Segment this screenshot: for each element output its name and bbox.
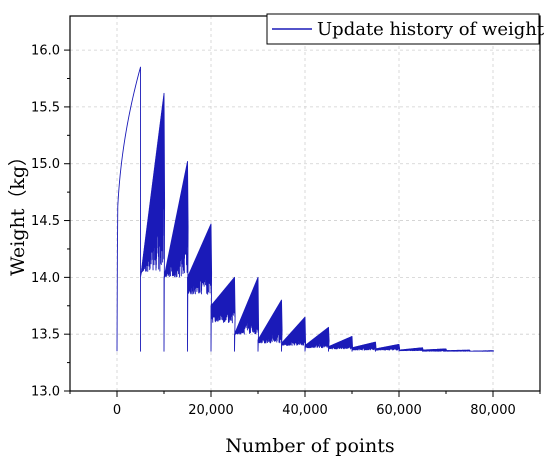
legend-box <box>266 13 540 45</box>
legend-label: Update history of weight <box>317 19 545 40</box>
y-axis-title: Weight（kg） <box>7 147 29 276</box>
x-axis-title: Number of points <box>225 435 394 457</box>
y-tick-label: 13.0 <box>31 385 60 400</box>
x-tick-label: 40,000 <box>282 403 328 418</box>
y-tick-label: 13.5 <box>31 328 60 343</box>
series-line-weight <box>116 66 495 352</box>
x-tick-label: 80,000 <box>470 403 516 418</box>
y-tick-label: 15.5 <box>31 100 60 115</box>
series-layer <box>116 66 495 352</box>
x-tick-label: 0 <box>113 403 121 418</box>
axis-ticks <box>64 49 541 397</box>
legend: Update history of weight <box>266 13 545 45</box>
y-tick-label: 14.5 <box>31 214 60 229</box>
x-tick-label: 60,000 <box>376 403 422 418</box>
x-tick-label: 20,000 <box>188 403 234 418</box>
tick-labels: 0 20,000 40,000 60,000 80,000 13.0 13.5 14.0 14.… <box>31 44 516 418</box>
y-tick-label: 15.0 <box>31 157 60 172</box>
y-tick-label: 16.0 <box>31 44 60 59</box>
y-tick-label: 14.0 <box>31 271 60 286</box>
